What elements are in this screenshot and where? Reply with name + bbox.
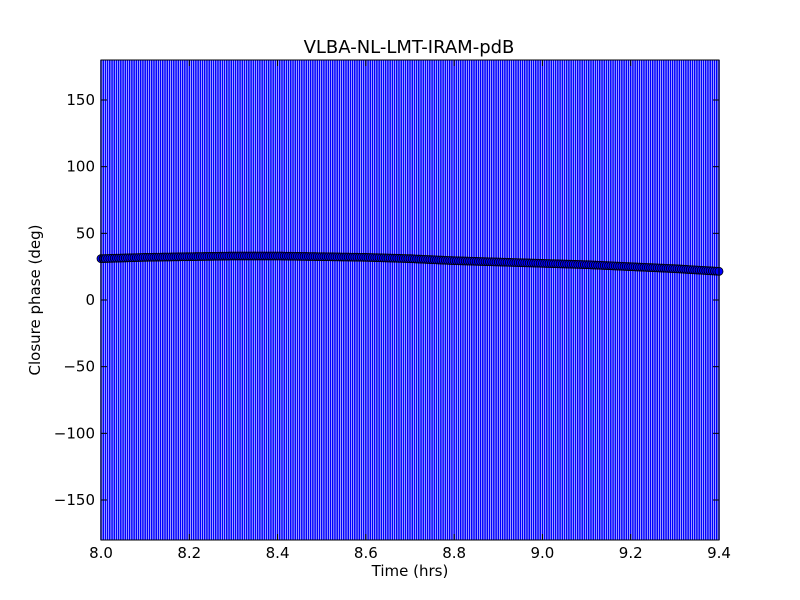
x-tick-label: 9.0 [530,544,554,562]
chart-title: VLBA-NL-LMT-IRAM-pdB [304,37,515,58]
y-tick-label: −50 [63,358,95,376]
data-points [96,251,724,276]
y-tick-label: −150 [54,491,95,509]
y-tick-label: 100 [66,158,95,176]
x-tick-label: 8.2 [177,544,201,562]
x-tick-label: 8.6 [354,544,378,562]
plot-area [96,60,724,540]
x-tick-label: 8.8 [442,544,466,562]
x-axis-label: Time (hrs) [371,562,449,580]
y-tick-label: −100 [54,424,95,442]
y-tick-label: 50 [76,224,95,242]
y-tick-label: 0 [85,291,95,309]
y-axis-ticks: 150 100 50 0 −50 −100 −150 [54,91,719,509]
y-tick-label: 150 [66,91,95,109]
x-tick-label: 9.4 [707,544,731,562]
x-tick-label: 9.2 [619,544,643,562]
x-tick-label: 8.0 [89,544,113,562]
y-axis-label: Closure phase (deg) [26,225,44,376]
x-axis-ticks: 8.0 8.2 8.4 8.6 8.8 9.0 9.2 9.4 [89,60,731,562]
x-tick-label: 8.4 [266,544,290,562]
error-bars [100,60,720,540]
